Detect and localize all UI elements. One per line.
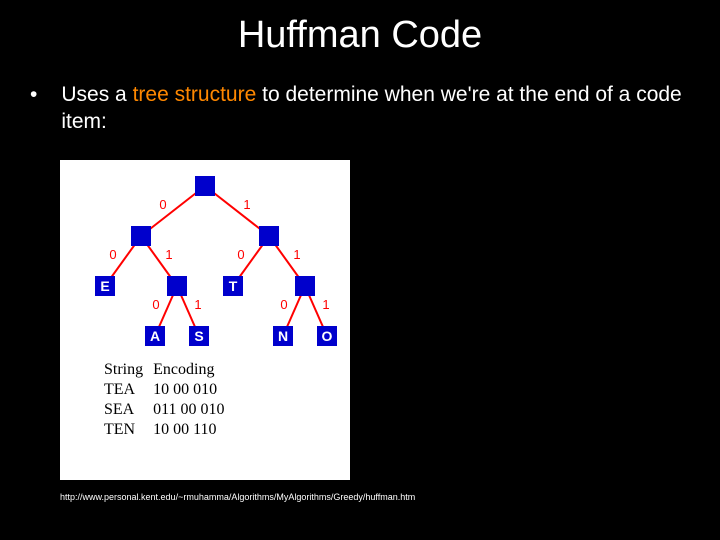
svg-text:T: T <box>229 278 238 294</box>
cell-string: TEA <box>104 380 153 400</box>
huffman-diagram: 0 1 0 1 0 1 0 1 0 1 E T A S N O String Encoding TEA 10 … <box>60 160 350 480</box>
svg-text:A: A <box>150 328 160 344</box>
svg-text:0: 0 <box>237 247 244 262</box>
svg-text:0: 0 <box>159 197 166 212</box>
cell-encoding: 011 00 010 <box>153 400 234 420</box>
cell-encoding: 10 00 110 <box>153 420 234 440</box>
svg-text:N: N <box>278 328 288 344</box>
svg-text:1: 1 <box>293 247 300 262</box>
bullet-marker: • <box>30 81 61 136</box>
svg-text:0: 0 <box>280 297 287 312</box>
source-url: http://www.personal.kent.edu/~rmuhamma/A… <box>60 492 415 502</box>
svg-text:0: 0 <box>152 297 159 312</box>
cell-string: TEN <box>104 420 153 440</box>
table-row: SEA 011 00 010 <box>104 400 235 420</box>
bullet-pre: Uses a <box>61 83 132 106</box>
table-row: TEN 10 00 110 <box>104 420 235 440</box>
svg-text:1: 1 <box>322 297 329 312</box>
svg-text:1: 1 <box>243 197 250 212</box>
table-row: TEA 10 00 010 <box>104 380 235 400</box>
bullet-row: • Uses a tree structure to determine whe… <box>0 57 720 136</box>
table-header-row: String Encoding <box>104 360 235 380</box>
encoding-table: String Encoding TEA 10 00 010 SEA 011 00… <box>104 360 235 440</box>
page-title: Huffman Code <box>0 0 720 57</box>
bullet-text: Uses a tree structure to determine when … <box>61 81 690 136</box>
svg-text:S: S <box>194 328 203 344</box>
svg-text:1: 1 <box>194 297 201 312</box>
col-encoding: Encoding <box>153 360 234 380</box>
huffman-tree-svg: 0 1 0 1 0 1 0 1 0 1 E T A S N O <box>71 164 339 354</box>
svg-text:E: E <box>100 278 109 294</box>
svg-text:1: 1 <box>165 247 172 262</box>
svg-text:O: O <box>322 328 333 344</box>
bullet-highlight: tree structure <box>133 83 257 106</box>
cell-string: SEA <box>104 400 153 420</box>
cell-encoding: 10 00 010 <box>153 380 234 400</box>
col-string: String <box>104 360 153 380</box>
svg-text:0: 0 <box>109 247 116 262</box>
